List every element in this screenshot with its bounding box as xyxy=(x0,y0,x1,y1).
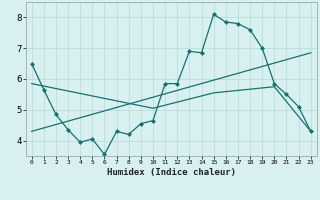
X-axis label: Humidex (Indice chaleur): Humidex (Indice chaleur) xyxy=(107,168,236,177)
